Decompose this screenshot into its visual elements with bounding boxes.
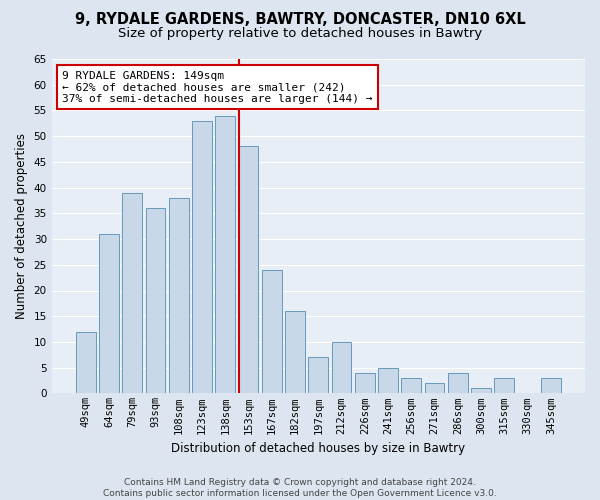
Bar [378,368,398,394]
Bar [146,208,166,394]
X-axis label: Distribution of detached houses by size in Bawtry: Distribution of detached houses by size … [171,442,466,455]
Bar [192,120,212,394]
Text: 9, RYDALE GARDENS, BAWTRY, DONCASTER, DN10 6XL: 9, RYDALE GARDENS, BAWTRY, DONCASTER, DN… [74,12,526,28]
Bar [262,270,282,394]
Bar [494,378,514,394]
Bar [308,358,328,394]
Text: 9 RYDALE GARDENS: 149sqm
← 62% of detached houses are smaller (242)
37% of semi-: 9 RYDALE GARDENS: 149sqm ← 62% of detach… [62,70,373,104]
Bar [99,234,119,394]
Bar [76,332,95,394]
Bar [215,116,235,394]
Bar [122,193,142,394]
Bar [169,198,188,394]
Bar [401,378,421,394]
Bar [425,383,445,394]
Bar [285,311,305,394]
Bar [541,378,561,394]
Bar [332,342,352,394]
Bar [239,146,259,394]
Bar [448,373,468,394]
Bar [355,373,375,394]
Text: Contains HM Land Registry data © Crown copyright and database right 2024.
Contai: Contains HM Land Registry data © Crown c… [103,478,497,498]
Y-axis label: Number of detached properties: Number of detached properties [15,133,28,319]
Text: Size of property relative to detached houses in Bawtry: Size of property relative to detached ho… [118,28,482,40]
Bar [471,388,491,394]
